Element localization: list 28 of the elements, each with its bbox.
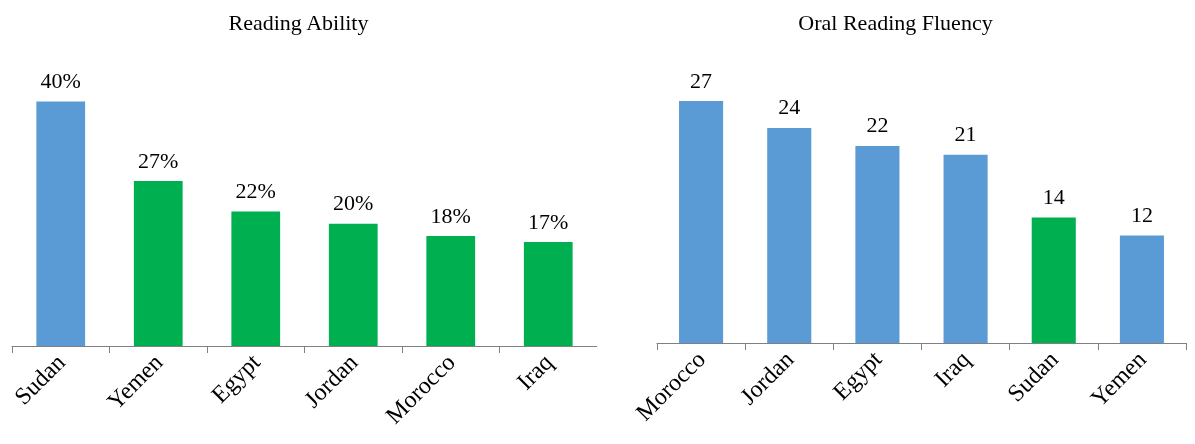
x-tick-label: Iraq [511,348,558,395]
bar [855,145,900,343]
bar [1031,217,1076,343]
bar [426,236,476,346]
chart-title: Oral Reading Fluency [798,9,993,35]
data-label: 27% [138,147,179,173]
bar [943,154,988,343]
bar [133,181,183,346]
data-label: 40% [40,68,81,94]
data-label: 22 [866,112,889,138]
bar [767,128,812,343]
data-label: 20% [333,190,374,216]
chart-title: Reading Ability [228,9,369,35]
x-tick-label: Iraq [929,345,975,392]
data-label: 17% [528,208,569,234]
data-label: 14 [1042,184,1065,210]
data-label: 22% [235,178,276,204]
bar [679,101,724,343]
data-label: 18% [430,202,471,228]
data-label: 24 [778,94,801,120]
data-label: 27 [690,67,713,93]
bar [328,223,378,346]
bar [1119,235,1164,343]
bar [231,211,281,346]
bar [523,242,573,346]
data-label: 12 [1130,202,1153,227]
data-label: 21 [954,121,977,147]
bar [36,101,86,346]
